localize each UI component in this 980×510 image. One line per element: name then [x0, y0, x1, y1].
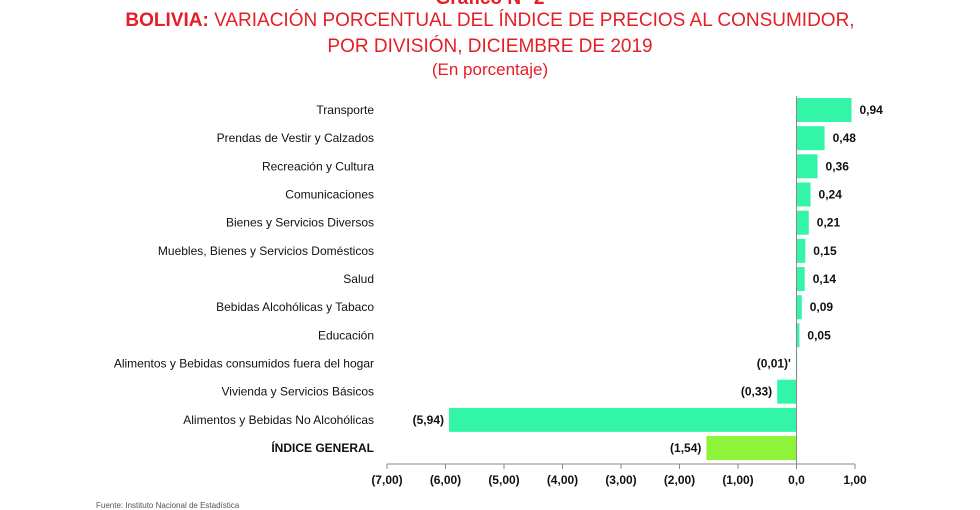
bar — [796, 238, 806, 263]
bar — [796, 182, 811, 207]
x-tick-label: (5,00) — [488, 473, 519, 487]
data-label: 0,21 — [817, 216, 841, 230]
source-note: Fuente: Instituto Nacional de Estadístic… — [96, 501, 240, 510]
bar — [796, 323, 800, 348]
chart-title-line-1: BOLIVIA: VARIACIÓN PORCENTUAL DEL ÍNDICE… — [0, 10, 980, 32]
category-label: Muebles, Bienes y Servicios Domésticos — [158, 244, 374, 258]
title-line-1-rest: VARIACIÓN PORCENTUAL DEL ÍNDICE DE PRECI… — [208, 10, 855, 31]
x-tick-label: (3,00) — [605, 473, 636, 487]
category-label: ÍNDICE GENERAL — [271, 440, 374, 455]
data-label: (1,54) — [670, 441, 701, 455]
bar — [796, 210, 809, 235]
bar — [796, 98, 852, 122]
category-label: Comunicaciones — [285, 188, 374, 202]
category-label: Prendas de Vestir y Calzados — [217, 131, 374, 145]
x-tick-label: (7,00) — [371, 473, 402, 487]
data-label: 0,05 — [807, 328, 831, 342]
data-label: 0,94 — [859, 103, 883, 117]
data-label: 0,14 — [813, 272, 837, 286]
data-label: 0,15 — [813, 244, 837, 258]
bar — [796, 126, 825, 151]
bar — [796, 154, 818, 179]
data-label: (0,01)' — [757, 357, 791, 371]
category-label: Alimentos y Bebidas consumidos fuera del… — [114, 357, 374, 371]
bar — [796, 295, 802, 320]
category-label: Salud — [343, 272, 374, 286]
category-label: Bienes y Servicios Diversos — [226, 216, 374, 230]
data-label: 0,24 — [819, 188, 843, 202]
data-label: (5,94) — [413, 413, 444, 427]
x-tick-label: 1,00 — [843, 473, 867, 487]
data-label: 0,36 — [826, 159, 850, 173]
chart-number: Gráfico N° 2 — [0, 0, 980, 10]
bar — [449, 407, 797, 432]
title-country: BOLIVIA: — [125, 10, 209, 31]
data-label: 0,48 — [833, 131, 857, 145]
category-label: Vivienda y Servicios Básicos — [221, 385, 374, 399]
category-label: Bebidas Alcohólicas y Tabaco — [216, 300, 374, 314]
category-label: Educación — [318, 328, 374, 342]
category-label: Recreación y Cultura — [262, 159, 374, 173]
bar — [777, 379, 797, 404]
x-tick-label: (1,00) — [722, 473, 753, 487]
bar-indice-general — [706, 436, 797, 461]
bar — [796, 267, 805, 292]
x-tick-label: (6,00) — [430, 473, 461, 487]
chart-title-line-2: POR DIVISIÓN, DICIEMBRE DE 2019 — [327, 36, 653, 57]
chart-subtitle: (En porcentaje) — [431, 60, 549, 79]
data-label: (0,33) — [741, 385, 772, 399]
x-tick-label: (4,00) — [547, 473, 578, 487]
x-tick-label: (2,00) — [664, 473, 695, 487]
data-label: 0,09 — [810, 300, 834, 314]
category-label: Transporte — [316, 103, 374, 117]
x-tick-label: 0,0 — [788, 473, 805, 487]
category-label: Alimentos y Bebidas No Alcohólicas — [183, 413, 374, 427]
